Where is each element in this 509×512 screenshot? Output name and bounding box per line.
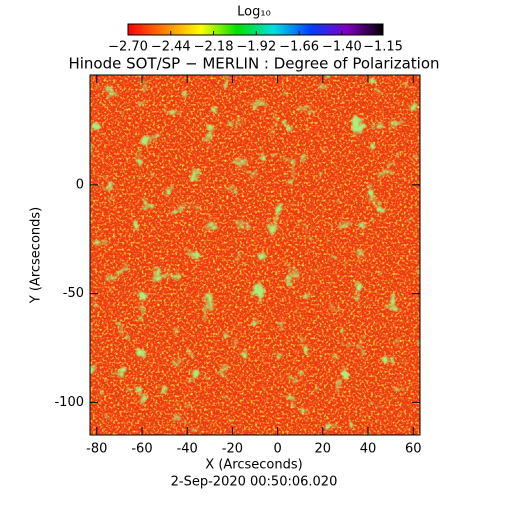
x-tick-label: 60 (405, 442, 422, 457)
x-tick-label: 40 (360, 442, 377, 457)
colorbar-tick-label: −2.18 (194, 40, 234, 55)
colorbar (127, 23, 384, 36)
colorbar-tick-label: −1.92 (236, 40, 276, 55)
y-tick-label: -100 (54, 395, 84, 410)
y-axis-label: Y (Arcseconds) (29, 207, 44, 304)
x-tick-label: -60 (131, 442, 152, 457)
colorbar-label: Log₁₀ (237, 5, 271, 20)
x-axis-label: X (Arcseconds) (205, 458, 302, 473)
x-tick-label: -40 (177, 442, 198, 457)
colorbar-tick-label: −2.44 (151, 40, 191, 55)
x-tick-label: -80 (86, 442, 107, 457)
x-tick-label: -20 (222, 442, 243, 457)
x-tick-label: 0 (273, 442, 281, 457)
colorbar-tick-label: −2.70 (108, 40, 148, 55)
chart-title: Hinode SOT/SP − MERLIN : Degree of Polar… (68, 55, 439, 73)
x-tick-label: 20 (315, 442, 332, 457)
y-tick-label: 0 (76, 177, 84, 192)
colorbar-tick-label: −1.66 (279, 40, 319, 55)
footer-date: 2-Sep-2020 00:50:06.020 (171, 475, 338, 490)
colorbar-tick-label: −1.15 (363, 40, 403, 55)
colorbar-tick-label: −1.40 (322, 40, 362, 55)
y-tick-label: -50 (63, 286, 84, 301)
heatmap-image (89, 74, 421, 436)
